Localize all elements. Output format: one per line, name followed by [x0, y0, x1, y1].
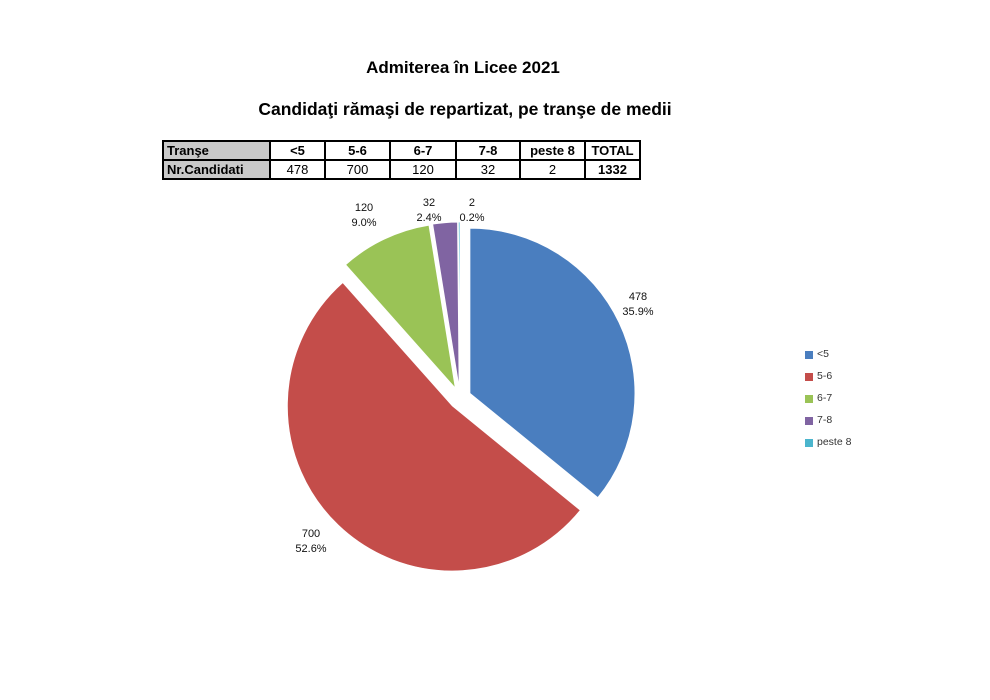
legend-swatch-icon: [805, 416, 813, 425]
legend-item-5-6: 5-6: [805, 370, 851, 382]
data-label-6-7: 120 9.0%: [351, 201, 376, 231]
legend: <5 5-6 6-7 7-8 peste 8: [805, 348, 852, 448]
pie-slice-6-7: [345, 224, 456, 390]
data-label-percent: 2.4%: [416, 212, 442, 224]
data-label-5-6: 700 52.6%: [295, 527, 326, 557]
legend-label: 5-6: [817, 370, 833, 382]
chart-title: Admiterea în Licee 2021: [366, 58, 560, 77]
data-label-peste8: 2 0.2%: [459, 196, 484, 226]
data-label-percent: 52.6%: [295, 543, 327, 555]
data-label-value: 2: [468, 197, 476, 209]
legend-swatch-icon: [805, 350, 813, 359]
table-value-cell: 120: [389, 159, 457, 180]
table-total-cell: 1332: [584, 159, 641, 180]
table-header-cell: 6-7: [389, 140, 457, 161]
table-header-cell: peste 8: [519, 140, 586, 161]
table-header-cell: <5: [269, 140, 326, 161]
data-label-value: 700: [301, 528, 321, 540]
table-header-cell-total: TOTAL: [584, 140, 641, 161]
data-label-lt5: 478 35.9%: [622, 290, 653, 320]
data-label-percent: 9.0%: [351, 217, 377, 229]
legend-label: peste 8: [817, 436, 852, 448]
legend-swatch-icon: [805, 394, 813, 403]
legend-swatch-icon: [805, 438, 813, 447]
table-data-row: Nr.Candidati 478 700 120 32 2 1332: [162, 159, 641, 180]
chart-subtitle: Candidaţi rămaşi de repartizat, pe tranş…: [258, 99, 672, 119]
legend-item-lt5: <5: [805, 348, 851, 360]
data-label-value: 32: [422, 197, 436, 209]
legend-label: <5: [817, 348, 829, 360]
legend-item-peste8: peste 8: [805, 436, 852, 448]
table-header-cell: 5-6: [324, 140, 391, 161]
legend-swatch-icon: [805, 372, 813, 381]
table-value-cell: 2: [519, 159, 586, 180]
legend-label: 7-8: [817, 414, 833, 426]
data-label-value: 478: [628, 291, 648, 303]
data-label-percent: 0.2%: [459, 212, 485, 224]
data-label-value: 120: [354, 202, 374, 214]
data-label-7-8: 32 2.4%: [416, 196, 441, 226]
table-value-cell: 32: [455, 159, 521, 180]
data-label-percent: 35.9%: [622, 306, 654, 318]
table-header-row: Tranşe <5 5-6 6-7 7-8 peste 8 TOTAL: [162, 140, 641, 161]
table-value-cell: 700: [324, 159, 391, 180]
table-row-label: Nr.Candidati: [162, 159, 271, 180]
summary-table: Tranşe <5 5-6 6-7 7-8 peste 8 TOTAL Nr.C…: [162, 140, 641, 180]
legend-item-6-7: 6-7: [805, 392, 851, 404]
pie-slice-peste-8: [457, 221, 461, 388]
table-header-cell: 7-8: [455, 140, 521, 161]
pie-chart: [286, 221, 636, 572]
pie-slice-<5: [469, 227, 636, 499]
table-header-label: Tranşe: [162, 140, 271, 161]
pie-slice-5-6: [286, 282, 581, 572]
pie-slice-7-8: [432, 221, 460, 388]
legend-label: 6-7: [817, 392, 833, 404]
legend-item-7-8: 7-8: [805, 414, 851, 426]
table-value-cell: 478: [269, 159, 326, 180]
